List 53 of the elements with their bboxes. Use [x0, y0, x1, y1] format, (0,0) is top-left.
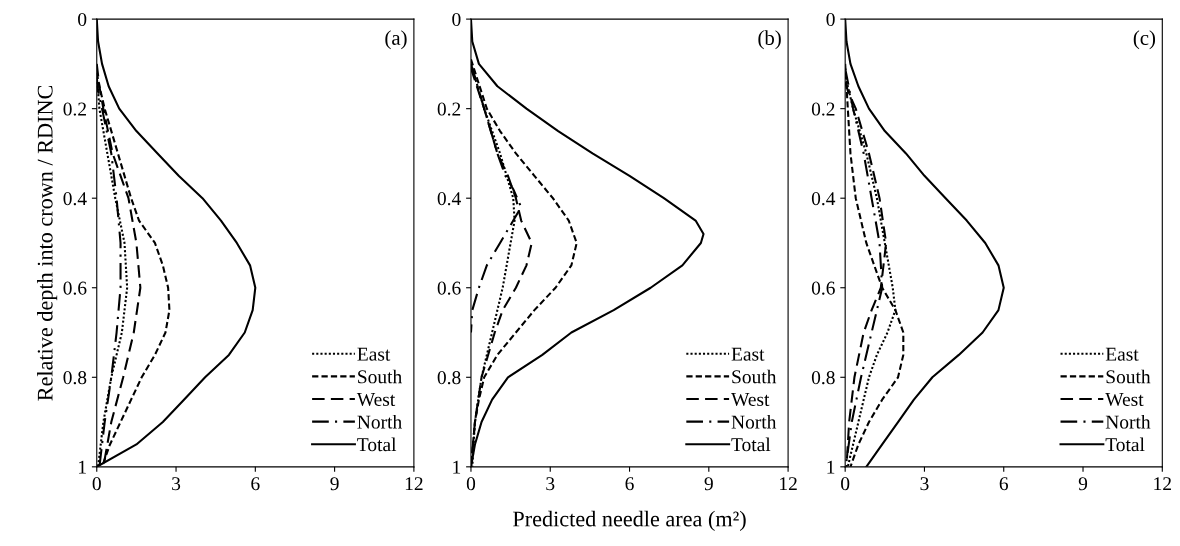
- y-tick-label: 0.6: [811, 281, 835, 295]
- y-tick-label: 0.4: [63, 192, 87, 206]
- y-tick-label: 0.2: [63, 102, 86, 116]
- y-tick-label: 0.2: [437, 102, 461, 116]
- x-tick-label: 9: [1078, 477, 1088, 491]
- annotation: (c): [1133, 30, 1156, 50]
- legend-label: Total: [731, 437, 771, 452]
- legend-label: North: [357, 414, 402, 429]
- x-tick-label: 0: [92, 477, 101, 491]
- x-tick-label: 6: [999, 477, 1009, 491]
- x-tick-label: 3: [546, 477, 555, 491]
- legend-label: East: [357, 347, 391, 361]
- legend-label: South: [1106, 369, 1151, 384]
- legend-label: West: [356, 393, 396, 407]
- y-tick-label: 0.8: [63, 371, 87, 385]
- y-tick-label: 0: [78, 12, 87, 27]
- x-tick-label: 9: [330, 477, 339, 491]
- x-axis-title: Predicted needle area (m²): [513, 510, 746, 532]
- y-tick-label: 1: [453, 460, 461, 474]
- legend-label: North: [1105, 414, 1151, 429]
- y-tick-label: 0.8: [811, 371, 835, 385]
- y-tick-label: 0.6: [63, 281, 87, 295]
- y-tick-label: 0: [452, 12, 461, 27]
- x-tick-label: 0: [466, 477, 476, 491]
- annotation: (a): [385, 30, 407, 50]
- x-tick-label: 12: [780, 477, 797, 491]
- y-tick-label: 0.4: [811, 192, 836, 206]
- y-tick-label: 0.2: [811, 102, 835, 116]
- annotation: (b): [758, 30, 781, 50]
- x-tick-label: 3: [172, 477, 181, 491]
- x-tick-label: 12: [405, 477, 423, 491]
- x-tick-label: 9: [704, 477, 713, 491]
- x-tick-label: 3: [920, 477, 929, 491]
- y-tick-label: 1: [827, 460, 835, 474]
- legend-label: West: [731, 393, 770, 407]
- x-tick-label: 6: [251, 477, 260, 491]
- legend-label: South: [732, 369, 777, 384]
- y-tick-label: 0.8: [437, 371, 461, 385]
- legend-label: West: [1105, 393, 1144, 407]
- x-tick-label: 0: [841, 477, 850, 491]
- y-axis-title: Relative depth into crown / RDINC: [37, 85, 58, 401]
- x-tick-label: 12: [1154, 477, 1171, 491]
- legend-label: Total: [1105, 437, 1145, 452]
- legend-label: South: [358, 369, 402, 384]
- y-tick-label: 0.4: [437, 192, 461, 206]
- legend-label: East: [731, 347, 765, 361]
- y-tick-label: 0.6: [437, 281, 461, 295]
- x-tick-label: 6: [625, 477, 634, 491]
- legend-label: East: [1105, 347, 1139, 361]
- y-tick-label: 1: [79, 460, 86, 474]
- legend-label: Total: [357, 437, 397, 452]
- legend-label: North: [731, 414, 777, 429]
- y-tick-label: 0: [826, 12, 835, 27]
